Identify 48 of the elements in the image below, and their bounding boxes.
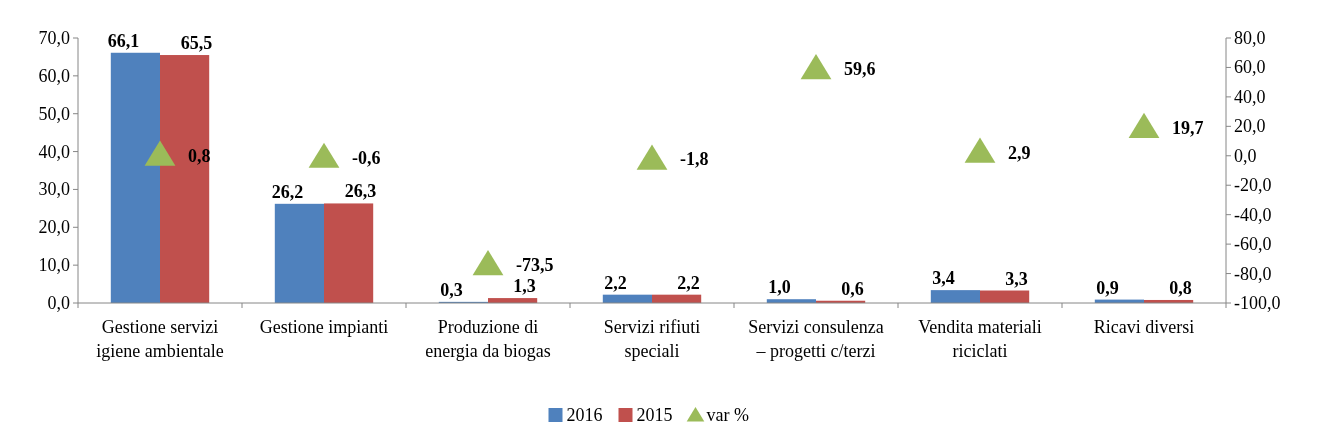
data-label: 0,3 [440,279,463,300]
y2-tick-label: -80,0 [1234,263,1272,284]
y2-tick-label: 40,0 [1234,86,1266,107]
y-tick-label: 60,0 [38,65,70,86]
data-label: -0,6 [352,147,381,168]
x-tick-label: Gestione impianti [259,317,389,337]
x-tick-label: Ricavi diversi [1093,317,1195,337]
y2-tick-label: -100,0 [1234,293,1281,313]
x-tick-label: Produzione di energia da biogas [425,317,551,361]
data-label: 3,3 [1005,268,1028,289]
y2-tick-label: -60,0 [1234,234,1272,255]
data-label: 0,8 [1169,277,1192,298]
legend-label: var % [706,405,749,425]
data-label: 1,3 [513,276,536,297]
y-tick-label: 50,0 [38,103,70,124]
data-label: 2,2 [677,272,700,293]
data-label: 3,4 [932,268,955,289]
data-label: 26,3 [344,181,377,202]
x-tick-label: Servizi consulenza – progetti c/terzi [748,317,884,361]
y-tick-label: 0,0 [47,293,70,313]
data-label: -73,5 [516,254,554,275]
data-label: 0,9 [1096,277,1119,298]
legend-label: 2015 [636,405,673,425]
data-label: 19,7 [1172,117,1204,138]
data-label: 66,1 [107,30,140,51]
data-label: 2,9 [1008,142,1031,163]
x-tick-label: Vendita materiali riciclati [918,317,1042,361]
x-tick-label: Gestione servizi igiene ambientale [96,317,224,361]
x-tick-label: Servizi rifiuti speciali [603,317,701,361]
data-label: 0,6 [841,278,864,299]
data-label: 65,5 [180,33,213,54]
data-label: 26,2 [271,181,304,202]
y-tick-label: 20,0 [38,217,70,238]
y2-tick-label: -40,0 [1234,204,1272,225]
y2-tick-label: -20,0 [1234,175,1272,196]
y2-tick-label: 0,0 [1234,145,1257,166]
data-label: -1,8 [680,149,709,170]
data-label: 1,0 [768,277,791,298]
y-tick-label: 30,0 [38,179,70,200]
data-label: 59,6 [844,59,876,80]
y2-tick-label: 60,0 [1234,57,1266,78]
y-tick-label: 40,0 [38,141,70,162]
data-label: 2,2 [604,272,627,293]
y2-tick-label: 80,0 [1234,28,1266,48]
y2-tick-label: 20,0 [1234,116,1266,137]
y-tick-label: 70,0 [38,28,70,48]
legend-label: 2016 [566,405,603,425]
y-tick-label: 10,0 [38,255,70,276]
